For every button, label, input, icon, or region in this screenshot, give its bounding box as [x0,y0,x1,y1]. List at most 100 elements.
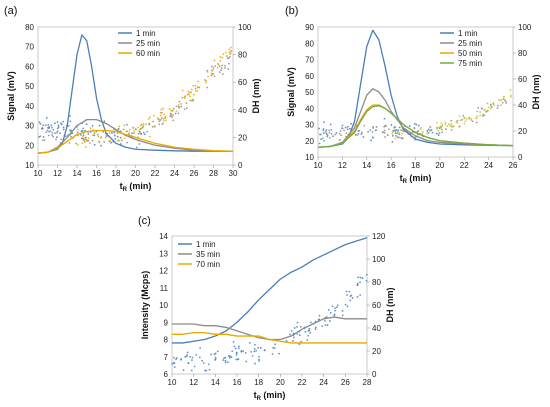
y-left-tick-label: 10 [159,301,168,310]
x-axis-title-sub: R [257,396,262,402]
series-line [172,316,367,341]
scatter-point [128,128,131,131]
scatter-point [222,359,225,361]
scatter-point [100,136,103,138]
scatter-point [211,73,214,76]
scatter-point [359,294,362,296]
scatter-point [413,126,416,129]
y-right-tick-label: 100 [518,23,532,32]
x-tick-label: 22 [151,169,160,178]
scatter-point [436,122,438,124]
scatter-point [421,132,424,135]
y-left-tick-label: 60 [305,72,314,81]
x-tick-label: 18 [411,161,420,170]
scatter-point [162,122,165,125]
scatter-point [370,139,372,142]
scatter-point [471,120,474,123]
x-tick-label: 16 [387,161,396,170]
scatter-point [329,311,332,314]
scatter-point [500,104,502,107]
scatter-point [420,126,423,129]
scatter-point [56,121,59,123]
scatter-point [308,327,311,330]
scatter-point [224,359,227,362]
scatter-point [343,129,345,132]
scatter-point [177,112,180,115]
scatter-point [258,359,260,362]
scatter-point [314,328,317,331]
x-tick-label: 12 [338,161,347,170]
scatter-point [108,140,111,142]
scatter-point [134,128,137,131]
scatter-point [169,115,172,118]
x-tick-label: 26 [341,378,350,387]
y-right-tick-label: 80 [518,49,527,58]
scatter-point [85,123,88,126]
scatter-point [450,128,453,131]
x-tick-label: 24 [484,161,493,170]
scatter-point [116,135,119,138]
scatter-point [327,309,330,311]
scatter-point [486,102,489,105]
y-right-tick-label: 0 [238,161,243,170]
scatter-point [479,114,482,117]
scatter-point [57,126,60,129]
scatter-point [340,134,343,137]
chart-panel-c: (c) 10 12 14 16 18 20 22 24 26 28 6 7 8 9 10 11 12 13 14 0 20… [138,215,395,402]
scatter-point [365,273,368,276]
scatter-point [111,132,113,134]
scatter-point [320,138,323,141]
scatter-point [132,126,134,129]
scatter-point [383,125,386,128]
scatter-point [271,353,274,355]
scatter-point [77,143,79,146]
scatter-point [56,127,59,130]
scatter-point [159,114,162,117]
scatter-point [97,135,100,138]
scatter-point [48,130,50,133]
scatter-point [263,349,266,352]
scatter-point [171,116,173,118]
scatter-point [341,127,344,130]
scatter-point [88,142,91,145]
scatter-point [93,143,96,146]
scatter-point [108,131,111,134]
scatter-point [299,325,302,328]
scatter-point [172,114,174,117]
scatter-point [102,130,105,133]
x-axis-title: tR (min) [120,181,152,193]
scatter-point [334,307,336,310]
scatter-point [196,89,199,92]
scatter-point [62,126,65,129]
scatter-point [229,52,232,55]
scatter-point [213,59,216,62]
scatter-point [175,358,177,361]
scatter-point [135,146,138,149]
scatter-point [357,132,360,135]
x-tick-label: 20 [435,161,444,170]
scatter-point [325,315,328,318]
scatter-point [162,120,165,122]
scatter-point [391,140,394,143]
scatter-point [177,104,180,106]
scatter-point [476,110,478,113]
scatter-point [258,358,261,361]
scatter-point [193,365,196,368]
scatter-point [180,105,183,108]
x-tick-label: 16 [233,378,242,387]
scatter-point [141,126,144,129]
scatter-point [100,144,102,147]
scatter-point [235,353,238,356]
scatter-point [42,124,45,127]
scatter-point [359,281,361,284]
scatter-point [237,347,240,350]
scatter-point [98,124,101,127]
x-tick-label: 22 [460,161,469,170]
scatter-point [204,369,206,372]
scatter-point [225,51,227,54]
panel-label: (c) [138,215,151,227]
scatter-point [401,130,404,132]
scatter-point [139,128,141,131]
